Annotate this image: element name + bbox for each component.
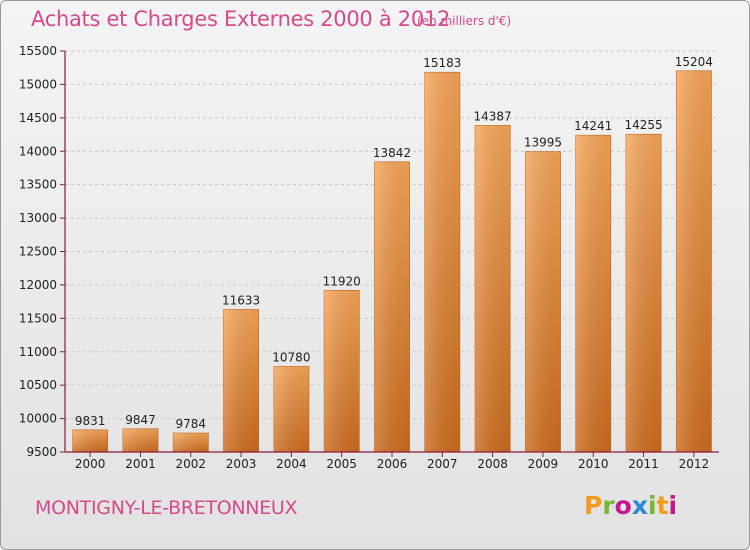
data-label-2012: 15204 — [675, 55, 713, 69]
bar-shade — [525, 151, 561, 452]
y-tick-label: 13000 — [19, 211, 57, 225]
y-tick-label: 11500 — [19, 311, 57, 325]
chart-subtitle: (en milliers d'€) — [417, 14, 512, 28]
data-label-2005: 11920 — [323, 274, 361, 288]
x-tick-label-2004: 2004 — [276, 457, 307, 471]
data-label-2002: 9784 — [175, 417, 206, 431]
data-label-2004: 10780 — [272, 350, 310, 364]
x-tick-label-2002: 2002 — [175, 457, 206, 471]
y-tick-label: 10000 — [19, 412, 57, 426]
data-label-2010: 14241 — [574, 119, 612, 133]
x-tick-label-2003: 2003 — [226, 457, 257, 471]
y-tick-label: 12500 — [19, 245, 57, 259]
logo-letter: i — [648, 491, 657, 520]
bar-shade — [475, 125, 511, 452]
logo-letter: x — [631, 491, 648, 520]
logo-letter: P — [584, 491, 603, 520]
data-label-2000: 9831 — [75, 414, 106, 428]
x-tick-label-2011: 2011 — [628, 457, 659, 471]
bar-shade — [625, 134, 662, 452]
y-tick-label: 15500 — [19, 44, 57, 58]
bar-shade — [676, 70, 712, 453]
proxiti-logo: Proxiti — [584, 491, 677, 520]
y-tick-label: 11000 — [19, 345, 57, 359]
location-name: MONTIGNY-LE-BRETONNEUX — [35, 497, 298, 519]
y-tick-label: 10500 — [19, 378, 57, 392]
data-label-2008: 14387 — [474, 109, 512, 123]
y-tick-label: 14000 — [19, 144, 57, 158]
logo-letter: r — [602, 491, 615, 520]
logo-letter: t — [656, 491, 669, 520]
bar-shade — [374, 161, 410, 452]
y-tick-label: 12000 — [19, 278, 57, 292]
data-label-2011: 14255 — [624, 118, 662, 132]
x-tick-label-2000: 2000 — [75, 457, 106, 471]
chart-title: Achats et Charges Externes 2000 à 2012 — [31, 7, 451, 31]
x-tick-label-2012: 2012 — [679, 457, 710, 471]
x-tick-label-2009: 2009 — [528, 457, 559, 471]
logo-letter: o — [614, 491, 632, 520]
x-tick-label-2008: 2008 — [477, 457, 508, 471]
bar-shade — [72, 429, 108, 452]
data-label-2009: 13995 — [524, 136, 562, 150]
logo-letter: i — [668, 491, 678, 520]
bar-shade — [223, 309, 259, 452]
x-tick-label-2010: 2010 — [578, 457, 609, 471]
x-tick-label-2005: 2005 — [326, 457, 357, 471]
y-tick-label: 14500 — [19, 111, 57, 125]
bar-shade — [273, 366, 309, 452]
data-label-2003: 11633 — [222, 293, 260, 307]
x-tick-label-2001: 2001 — [125, 457, 156, 471]
y-tick-label: 13500 — [19, 178, 57, 192]
bar-shade — [575, 135, 611, 452]
y-tick-label: 9500 — [26, 445, 57, 459]
bar-shade — [424, 72, 460, 453]
data-label-2007: 15183 — [423, 56, 461, 70]
data-label-2001: 9847 — [125, 413, 156, 427]
bar-shade — [324, 290, 360, 452]
x-tick-label-2006: 2006 — [377, 457, 408, 471]
y-tick-label: 15000 — [19, 77, 57, 91]
data-label-2006: 13842 — [373, 146, 411, 160]
bar-shade — [122, 428, 159, 452]
x-tick-label-2007: 2007 — [427, 457, 458, 471]
bar-shade — [173, 433, 209, 452]
